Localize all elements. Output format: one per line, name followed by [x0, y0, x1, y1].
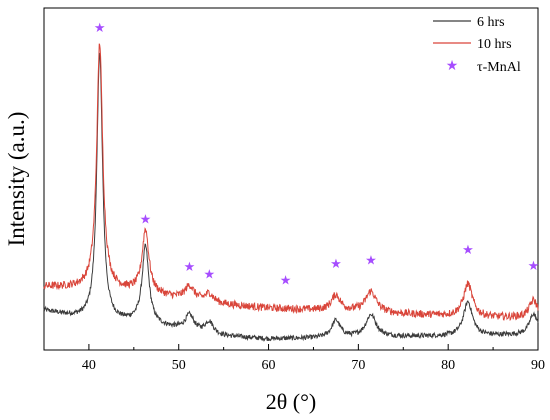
tau-mnal-peak-marker: ★ — [365, 253, 377, 268]
tau-mnal-peak-marker: ★ — [203, 268, 215, 283]
x-tick-label: 80 — [441, 358, 455, 373]
series-line-1 — [43, 43, 539, 322]
x-tick-label: 70 — [351, 358, 365, 373]
x-axis-title: 2θ (°) — [266, 389, 317, 414]
tau-mnal-peak-marker: ★ — [94, 21, 106, 36]
legend-label-6hrs: 6 hrs — [477, 15, 505, 30]
plot-frame — [43, 7, 539, 351]
y-axis-title: Intensity (a.u.) — [4, 112, 29, 247]
x-tick-label: 90 — [531, 358, 545, 373]
x-tick-label: 60 — [262, 358, 276, 373]
legend-marker-star-icon: ★ — [446, 58, 459, 74]
tau-mnal-peak-marker: ★ — [280, 274, 292, 289]
series-line-0 — [43, 52, 539, 342]
tau-mnal-peak-marker: ★ — [184, 260, 196, 275]
tau-mnal-peak-marker: ★ — [462, 243, 474, 258]
legend-label-10hrs: 10 hrs — [477, 37, 512, 52]
series-layer — [43, 43, 539, 342]
legend-label-tau-mnal: τ-MnAl — [477, 60, 521, 75]
x-tick-label: 50 — [172, 358, 186, 373]
x-tick-label: 40 — [82, 358, 96, 373]
tau-mnal-peak-marker: ★ — [140, 212, 152, 227]
marker-layer: ★ ★ ★ ★ ★ ★ ★ ★ ★ — [94, 21, 539, 289]
x-axis-ticks: 40 50 60 70 80 90 — [43, 344, 545, 373]
tau-mnal-peak-marker: ★ — [330, 257, 342, 272]
legend: 6 hrs 10 hrs ★ τ-MnAl — [433, 15, 521, 75]
tau-mnal-peak-marker: ★ — [528, 259, 540, 274]
